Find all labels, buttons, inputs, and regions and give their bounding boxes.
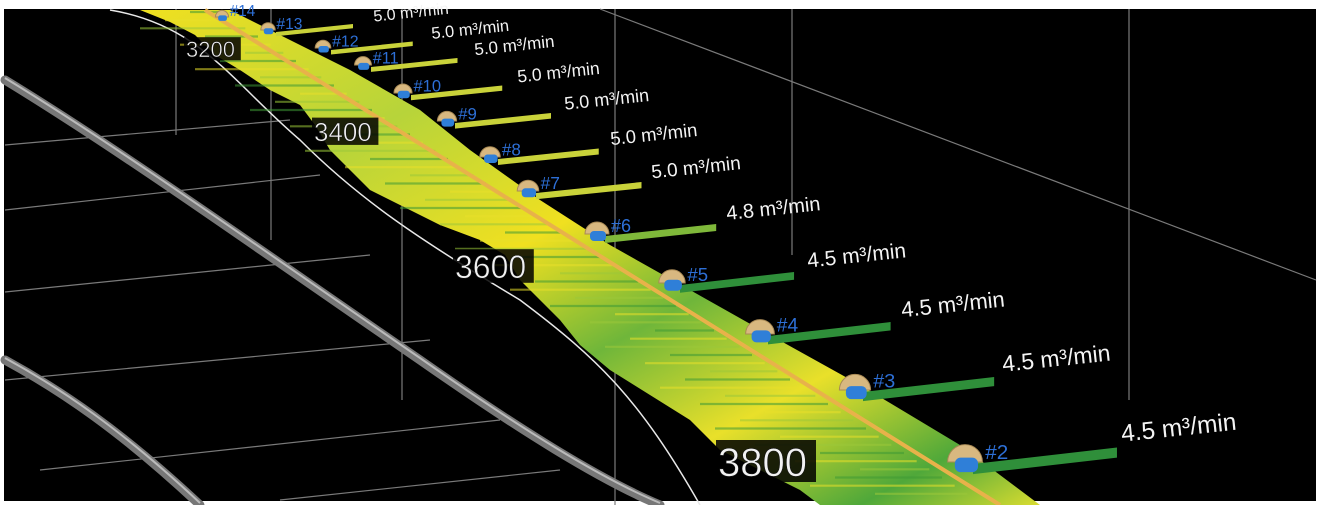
grid-line	[4, 339, 431, 381]
rate-bar	[455, 113, 551, 129]
stage-label: #5	[687, 264, 708, 285]
depth-label: 3600	[455, 249, 526, 285]
depth-label-bg	[184, 37, 241, 61]
rate-bar	[371, 58, 458, 72]
rail-upper-highlight	[4, 77, 661, 504]
sleeve-icon	[263, 28, 274, 35]
stage-label: #3	[873, 370, 895, 392]
stage-label: #7	[541, 173, 560, 193]
rate-bar	[768, 322, 891, 345]
sleeve-icon	[664, 279, 682, 291]
sleeve-icon	[590, 231, 606, 241]
sleeve-dome	[584, 221, 610, 235]
depth-label: 3800	[718, 441, 807, 485]
rate-bar	[331, 41, 413, 55]
stage-label: #9	[458, 104, 477, 123]
rate-bar	[605, 224, 717, 243]
rate-bar	[498, 148, 599, 165]
sleeve-icon	[318, 46, 329, 53]
grid-line	[4, 119, 291, 146]
sleeve-icon	[397, 90, 410, 99]
sleeve-markers	[214, 9, 983, 473]
depth-label: 3200	[186, 37, 235, 62]
rate-bar	[680, 272, 795, 293]
depth-label-bg	[312, 117, 379, 145]
depth-label-bg	[716, 440, 816, 482]
rate-bars	[276, 24, 1117, 475]
sleeve-icon	[521, 188, 537, 198]
sleeve-icon	[218, 15, 227, 21]
depth-label: 3400	[314, 117, 372, 147]
grid-line	[4, 174, 321, 211]
grid-lines	[4, 8, 1317, 505]
stage-label: #13	[276, 16, 302, 33]
depth-labels: 3200 3400 3600 3800	[184, 37, 816, 485]
sleeve-dome	[947, 444, 983, 463]
scene-background	[4, 9, 1316, 501]
sleeve-dome	[745, 319, 775, 335]
sleeve-dome	[354, 56, 372, 66]
stage-label: #14	[230, 3, 256, 20]
wellbore	[203, 8, 1002, 505]
sleeve-icon	[751, 330, 771, 343]
stage-label: #12	[332, 34, 359, 51]
sleeve-icon	[954, 457, 979, 473]
sleeve-dome	[436, 110, 458, 122]
sleeve-dome	[393, 83, 413, 94]
rate-bar	[276, 24, 353, 37]
sleeve-dome	[658, 269, 686, 284]
sleeve-dome	[314, 39, 332, 49]
sleeve-dome	[260, 22, 276, 31]
sleeve-dome	[516, 179, 540, 192]
rate-bar	[536, 182, 642, 200]
grid-line	[599, 8, 1317, 281]
grid-line	[279, 469, 561, 501]
grid-line	[4, 254, 371, 293]
depth-label-bg	[453, 249, 534, 283]
sleeve-icon	[441, 118, 455, 127]
sleeve-dome	[479, 146, 501, 158]
rail-lower-highlight	[4, 357, 201, 504]
rail-upper	[0, 75, 665, 505]
stage-label: #2	[985, 441, 1008, 464]
stage-label: #8	[502, 140, 521, 159]
stage-label: #11	[373, 50, 399, 68]
stage-label: #4	[777, 316, 799, 337]
formation-boundary	[109, 9, 701, 505]
rate-bar	[411, 85, 503, 101]
sleeve-icon	[845, 386, 867, 400]
grid-line	[39, 419, 501, 471]
rail-lower	[0, 355, 205, 505]
sleeve-dome	[214, 9, 230, 18]
sleeve-icon	[358, 62, 370, 70]
sleeve-dome	[838, 373, 872, 391]
rate-bar	[863, 377, 995, 402]
rate-bar	[973, 447, 1117, 475]
stage-label: #10	[414, 78, 442, 96]
sleeve-icon	[484, 154, 498, 163]
stage-label: #6	[611, 216, 631, 236]
stage-labels: #14 #13 #12 #11 #10 #9 #8 #7 #6 #5 #4 #3 #2	[230, 3, 1009, 464]
